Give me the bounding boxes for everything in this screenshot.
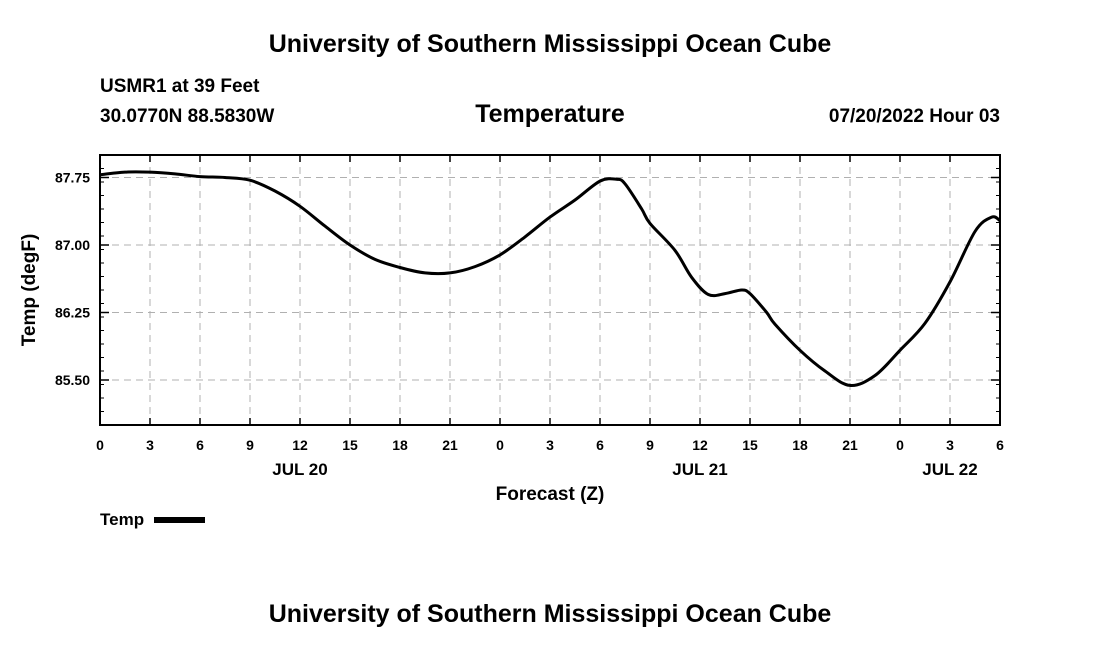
legend: Temp [100,510,206,530]
page-title: University of Southern Mississippi Ocean… [268,30,832,58]
x-tick-label: 9 [646,437,654,453]
y-tick-label: 87.75 [55,170,90,186]
y-tick-label: 86.25 [55,305,90,321]
series-layer [99,170,1001,387]
legend-label: Temp [100,510,145,529]
x-tick-label: 18 [792,437,808,453]
grid-lines [100,155,1000,425]
x-tick-label: 21 [842,437,858,453]
x-tick-label: 3 [546,437,554,453]
legend-line-swatch [154,517,206,523]
x-date-label: JUL 21 [672,460,727,479]
x-tick-label: 15 [742,437,758,453]
x-tick-label: 3 [146,437,154,453]
datetime-label: 07/20/2022 Hour 03 [828,106,1000,127]
x-tick-label: 18 [392,437,408,453]
x-tick-label: 12 [692,437,708,453]
coordinates-label: 30.0770N 88.5830W [100,106,275,127]
x-date-label: JUL 20 [272,460,327,479]
footer-title: University of Southern Mississippi Ocean… [268,600,832,628]
y-tick-label: 85.50 [55,372,90,388]
y-axis-label: Temp (degF) [19,234,40,347]
y-tick-label: 87.00 [55,237,90,253]
x-tick-label: 0 [496,437,504,453]
x-tick-label: 15 [342,437,358,453]
x-tick-label: 12 [292,437,308,453]
x-tick-label: 6 [196,437,204,453]
x-date-label: JUL 22 [922,460,977,479]
x-tick-label: 3 [946,437,954,453]
station-label: USMR1 at 39 Feet [100,76,260,97]
x-axis-ticks: 0 3 6 9 12 15 18 21 0 3 6 9 12 15 18 21 0 3 6 [96,155,1004,453]
chart-title: Temperature [475,100,625,128]
x-tick-label: 0 [96,437,104,453]
y-axis-ticks: 85.50 86.25 87.00 87.75 [55,170,1000,388]
x-tick-label: 0 [896,437,904,453]
x-axis-label: Forecast (Z) [496,484,605,505]
x-tick-label: 9 [246,437,254,453]
x-tick-label: 6 [596,437,604,453]
x-tick-label: 21 [442,437,458,453]
x-axis-date-labels: JUL 20 JUL 21 JUL 22 [272,460,977,479]
series-line-temp [99,170,1001,387]
x-tick-label: 6 [996,437,1004,453]
